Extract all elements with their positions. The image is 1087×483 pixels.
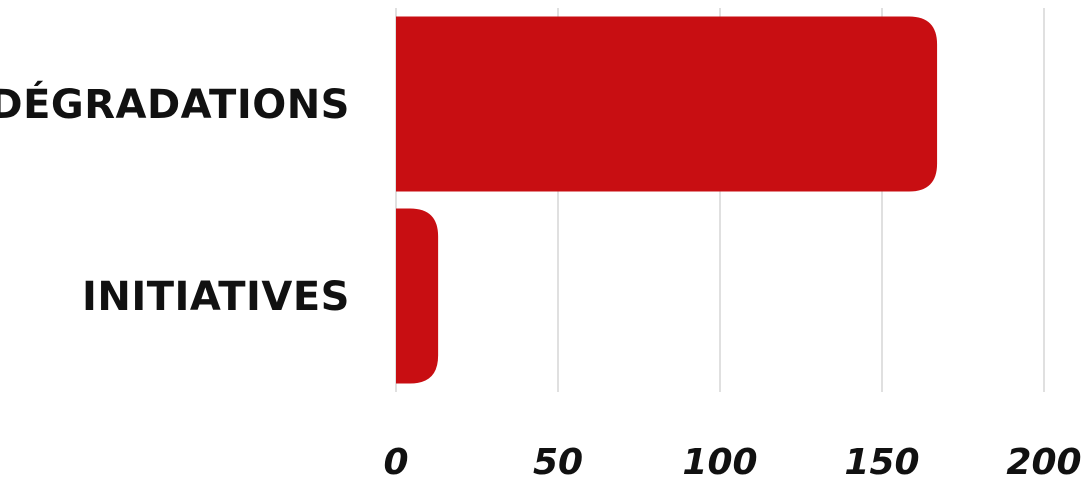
- bar-dégradations: [396, 16, 938, 192]
- x-tick-label: 200: [1006, 442, 1081, 479]
- x-tick-label: 150: [844, 442, 919, 479]
- x-tick-label: 100: [682, 442, 757, 479]
- x-tick-label: 50: [533, 442, 583, 479]
- category-label: DÉGRADATIONS: [0, 80, 350, 128]
- x-tick-label: 0: [383, 442, 408, 479]
- category-label: INITIATIVES: [82, 274, 350, 320]
- bar-initiatives: [396, 208, 439, 384]
